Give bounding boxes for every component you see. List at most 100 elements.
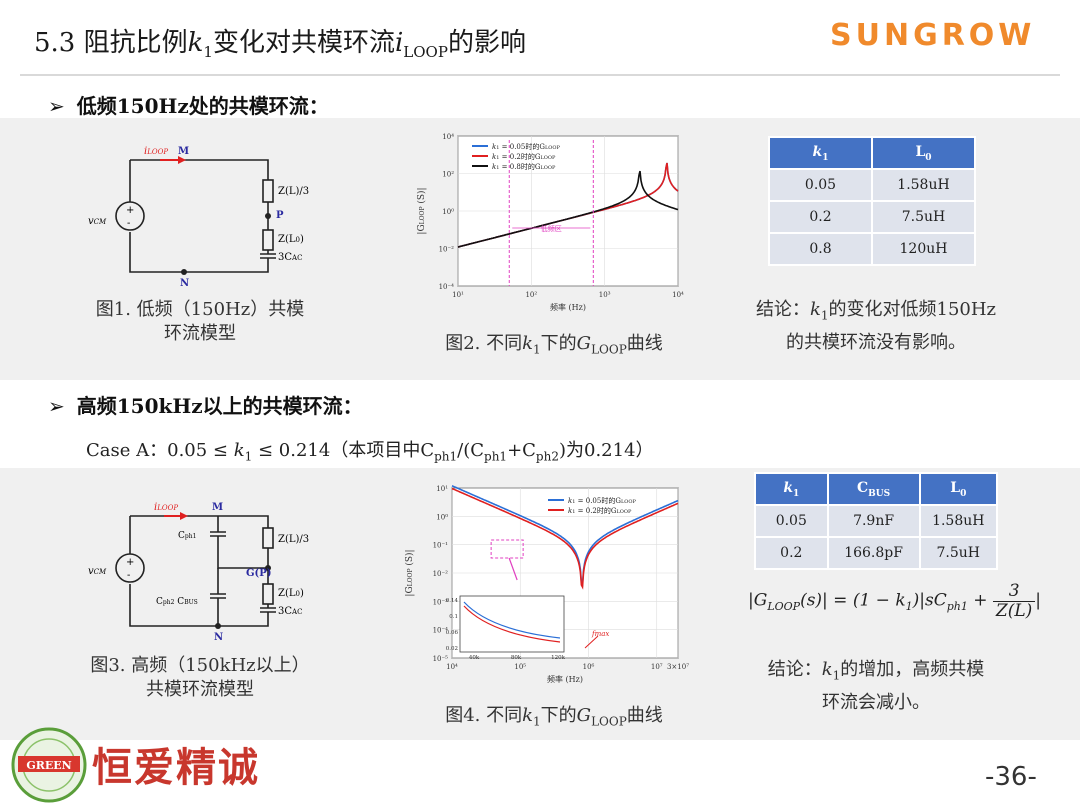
header-cbus: CBUS	[826, 472, 921, 506]
header-l0: L0	[871, 136, 976, 170]
x-tick-label: 3×10⁷	[667, 663, 689, 671]
y-tick-label: 10²	[442, 171, 454, 179]
legend-entry: k1 = 0.2时的GLOOP	[568, 506, 632, 515]
x-tick-label: 10³	[599, 291, 611, 299]
cph1-label: Cph1	[178, 531, 196, 541]
x-axis-label: 频率 (Hz)	[550, 302, 586, 312]
page-number: -36-	[985, 762, 1037, 792]
i-loop-label: iLOOP	[154, 502, 178, 513]
y-tick-label: 10⁻²	[439, 246, 455, 254]
case-a-condition: Case A：0.05 ≤ k1 ≤ 0.214（本项目中Cph1/(Cph1+…	[86, 440, 654, 464]
source-plus: +	[126, 205, 134, 216]
conclusion-high-freq: 结论：k1的增加，高频共模 环流会减小。	[767, 659, 985, 713]
inset-x-tick: 40k	[469, 655, 480, 661]
bullet-arrow-icon: ➢	[48, 394, 65, 418]
x-tick-label: 10⁷	[651, 663, 663, 671]
fig3-caption: 图3. 高频（150kHz以上） 共模环流模型	[90, 655, 310, 701]
y-tick-label: 10⁻⁴	[439, 283, 455, 291]
y-tick-label: 10⁻¹	[433, 542, 449, 550]
bullet-arrow-icon: ➢	[48, 94, 65, 118]
y-axis-label: |GLOOP (S)|	[404, 549, 415, 596]
inset-series-line	[463, 605, 561, 643]
section1-heading: ➢ 低频150Hz处的共模环流：	[48, 94, 329, 118]
table-row: 0.05 1.58uH	[768, 168, 976, 202]
source-minus: -	[127, 218, 130, 229]
fmax-label: fmax	[591, 630, 609, 638]
y-tick-label: 10⁻⁴	[433, 627, 449, 635]
zone-label: 低频区	[541, 224, 562, 233]
current-arrow-icon	[180, 512, 188, 520]
source-label: vCM	[88, 566, 107, 577]
page-title: 5.3 阻抗比例k1变化对共模环流iLOOP的影响	[34, 28, 526, 62]
gloop-formula: |GLOOP(s)| = (1 − k1)|sCph1 + 3 Z(L) |	[748, 581, 1042, 621]
inset-series-line	[463, 601, 561, 639]
y-tick-label: 10⁻²	[433, 570, 449, 578]
legend-entry: k1 = 0.05时的GLOOP	[492, 142, 560, 151]
footer-slogan: 恒爱精诚	[92, 744, 260, 791]
y-tick-label: 10⁰	[436, 513, 448, 521]
header-l0: L0	[918, 472, 999, 506]
inset-x-tick: 120k	[551, 655, 565, 661]
y-tick-label: 10⁴	[442, 133, 454, 141]
header-rule	[20, 74, 1060, 76]
inset-y-tick: 0.1	[449, 614, 458, 620]
y-tick-label: 10⁻⁵	[433, 655, 449, 663]
source-label: vCM	[88, 216, 107, 227]
node-n-label: N	[180, 278, 189, 289]
table-header-row: k1 CBUS L0	[754, 472, 999, 506]
sungrow-logo: SUNGROW	[830, 18, 1036, 53]
table-row: 0.05 7.9nF 1.58uH	[754, 504, 999, 538]
z-bottom-label: Z(L0)	[278, 588, 304, 599]
node-n-dot	[215, 623, 221, 629]
fmax-arrow	[584, 635, 599, 649]
y-tick-label: 10⁻³	[433, 598, 449, 606]
node-n-dot	[181, 269, 187, 275]
series-line	[451, 487, 679, 590]
y-axis-label: |GLOOP (S)|	[416, 187, 427, 234]
cph2-cbus-label: Cph2 CBUS	[156, 597, 198, 607]
legend-entry: k1 = 0.05时的GLOOP	[568, 496, 636, 505]
circuit-low-freq: iLOOP M Z(L)/3 P Z(L0) 3CAC N + - vCM	[88, 146, 309, 289]
x-tick-label: 10¹	[452, 291, 464, 299]
source-plus: +	[126, 557, 134, 568]
table-k1-cbus-l0: k1 CBUS L0 0.05 7.9nF 1.58uH 0.2 166.8pF 7.5…	[754, 472, 999, 570]
chart-gloop-high-freq: 10⁴ 10⁵ 10⁶ 10⁷ 3×10⁷ 10¹ 10⁰ 10⁻¹ 10⁻² 10⁻³ 10⁻⁴ 1…	[404, 485, 689, 684]
i-loop-label: iLOOP	[144, 146, 168, 157]
inset-y-tick: 0.14	[446, 598, 459, 604]
cap-label: 3CAC	[278, 252, 302, 263]
header-k1: k1	[768, 136, 873, 170]
x-tick-label: 10⁵	[514, 663, 526, 671]
fig2-caption: 图2. 不同k1下的GLOOP曲线	[445, 333, 663, 357]
z-top-label: Z(L)/3	[278, 186, 309, 197]
header-k1: k1	[754, 472, 829, 506]
series-line	[457, 170, 679, 248]
x-tick-label: 10⁴	[672, 291, 684, 299]
table-row: 0.8 120uH	[768, 232, 976, 266]
z-top-label: Z(L)/3	[278, 534, 309, 545]
chart-gloop-low-freq: 10¹ 10² 10³ 10⁴ 10⁴ 10² 10⁰ 10⁻² 10⁻⁴ 频率 (Hz) |GLO…	[416, 133, 684, 312]
node-n-label: N	[214, 632, 223, 643]
circuit-high-freq: iLOOP M Cph1 Z(L)/3 G(P) Z(L0) 3CAC Cph2…	[88, 502, 309, 643]
inset-plot	[459, 595, 565, 653]
inset-y-tick: 0.02	[446, 646, 458, 652]
node-p-dot	[265, 213, 271, 219]
node-gp-dot	[265, 565, 271, 571]
table-k1-l0: k1 L0 0.05 1.58uH 0.2 7.5uH 0.8 120uH	[768, 136, 976, 266]
table-header-row: k1 L0	[768, 136, 976, 170]
series-line	[451, 485, 679, 588]
x-axis-label: 频率 (Hz)	[547, 674, 583, 684]
cap-label: 3CAC	[278, 606, 302, 617]
svg-text:GREEN: GREEN	[26, 759, 71, 772]
section2-heading: ➢ 高频150kHz以上的共模环流：	[48, 394, 363, 418]
x-tick-label: 10⁶	[583, 663, 595, 671]
node-m-label: M	[178, 146, 189, 157]
node-gp-label: G(P)	[246, 568, 272, 579]
y-tick-label: 10⁰	[442, 208, 454, 216]
fig4-caption: 图4. 不同k1下的GLOOP曲线	[445, 705, 663, 729]
table-row: 0.2 7.5uH	[768, 200, 976, 234]
zoom-arrow	[508, 557, 518, 581]
conclusion-low-freq: 结论：k1的变化对低频150Hz 的共模环流没有影响。	[755, 299, 997, 353]
x-tick-label: 10⁴	[446, 663, 458, 671]
legend-entry: k1 = 0.8时的GLOOP	[492, 162, 556, 171]
x-tick-label: 10²	[525, 291, 537, 299]
